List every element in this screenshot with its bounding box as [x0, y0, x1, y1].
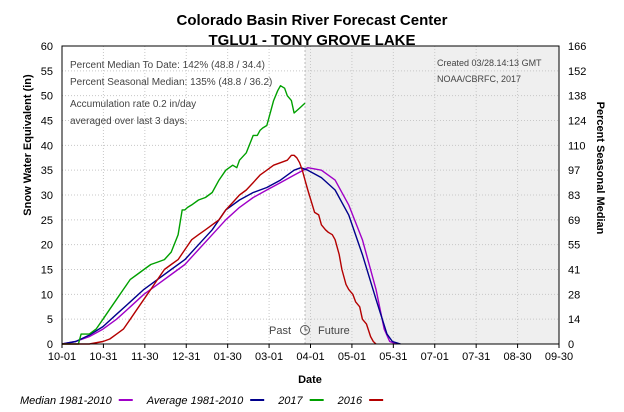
y2-tick-label: 110 — [568, 140, 586, 152]
y-axis-label: Snow Water Equivalent (in) — [22, 74, 34, 216]
legend-label: Median 1981-2010 — [20, 395, 113, 407]
y-tick-label: 35 — [41, 165, 53, 177]
x-tick-label: 01-30 — [214, 351, 242, 363]
y-tick-label: 20 — [41, 240, 53, 252]
right-axis-ticks: 0 14 28 41 55 69 83 97 110 124 138 152 166 — [568, 41, 586, 351]
x-tick-label: 08-30 — [504, 351, 532, 363]
y2-tick-label: 152 — [568, 66, 586, 78]
legend: Median 1981-2010 Average 1981-2010 2017 201… — [20, 395, 384, 407]
legend-label: 2017 — [277, 395, 303, 407]
percent-seasonal-median: Percent Seasonal Median: 135% (48.8 / 36… — [70, 77, 272, 88]
y2-tick-label: 124 — [568, 116, 586, 128]
y-tick-label: 60 — [41, 41, 53, 53]
y2-tick-label: 166 — [568, 41, 586, 53]
y-tick-label: 30 — [41, 190, 53, 202]
y-tick-label: 50 — [41, 91, 53, 103]
chart-title: Colorado Basin River Forecast Center — [177, 12, 448, 29]
left-axis-ticks: 0 5 10 15 20 25 30 35 40 45 50 55 60 — [41, 41, 53, 351]
series-line-2017 — [62, 85, 306, 345]
y-tick-label: 25 — [41, 215, 53, 227]
series-line-average-1981-2010 — [61, 167, 401, 345]
x-tick-label: 12-31 — [172, 351, 200, 363]
y2-tick-label: 83 — [568, 190, 580, 202]
accumulation-period: averaged over last 3 days. — [70, 116, 187, 127]
x-tick-label: 05-31 — [379, 351, 407, 363]
x-tick-label: 07-31 — [462, 351, 490, 363]
y2-tick-label: 69 — [568, 215, 580, 227]
accumulation-rate: Accumulation rate 0.2 in/day — [70, 99, 196, 110]
y-tick-label: 45 — [41, 116, 53, 128]
y-tick-label: 0 — [47, 339, 53, 351]
series-layer — [61, 85, 401, 345]
series-line-median-1981-2010 — [61, 167, 397, 345]
x-axis-label: Date — [298, 374, 322, 386]
x-tick-label: 03-01 — [255, 351, 283, 363]
x-tick-label: 09-30 — [545, 351, 573, 363]
past-label: Past — [269, 325, 291, 337]
future-label: Future — [318, 325, 350, 337]
y-tick-label: 10 — [41, 289, 53, 301]
y2-tick-label: 138 — [568, 91, 586, 103]
grid-lines — [62, 46, 559, 344]
percent-median-to-date: Percent Median To Date: 142% (48.8 / 34.… — [70, 60, 265, 71]
created-timestamp: Created 03/28.14:13 GMT — [437, 58, 542, 68]
x-tick-label: 11-30 — [131, 351, 158, 363]
y2-tick-label: 28 — [568, 289, 580, 301]
x-tick-label: 10-01 — [48, 351, 76, 363]
y-tick-label: 15 — [41, 265, 53, 277]
x-tick-label: 10-31 — [89, 351, 117, 363]
y2-tick-label: 0 — [568, 339, 574, 351]
y2-tick-label: 55 — [568, 240, 580, 252]
x-tick-label: 05-01 — [338, 351, 366, 363]
chart-subtitle: TGLU1 - TONY GROVE LAKE — [209, 32, 416, 49]
y-tick-label: 55 — [41, 66, 53, 78]
y-tick-label: 5 — [47, 314, 53, 326]
x-axis-ticks: 10-01 10-31 11-30 12-31 01-30 03-01 04-01 05-01… — [48, 344, 573, 363]
clock-icon — [300, 325, 310, 335]
y2-axis-label: Percent Seasonal Median — [594, 102, 606, 235]
y2-tick-label: 14 — [568, 314, 580, 326]
y-tick-label: 40 — [41, 140, 53, 152]
x-tick-label: 07-01 — [421, 351, 449, 363]
legend-label: Average 1981-2010 — [146, 395, 244, 407]
y2-tick-label: 97 — [568, 165, 580, 177]
y2-tick-label: 41 — [568, 265, 580, 277]
series-line-2016 — [62, 154, 377, 345]
legend-label: 2016 — [337, 395, 363, 407]
source-credit: NOAA/CBRFC, 2017 — [437, 74, 521, 84]
x-tick-label: 04-01 — [296, 351, 324, 363]
